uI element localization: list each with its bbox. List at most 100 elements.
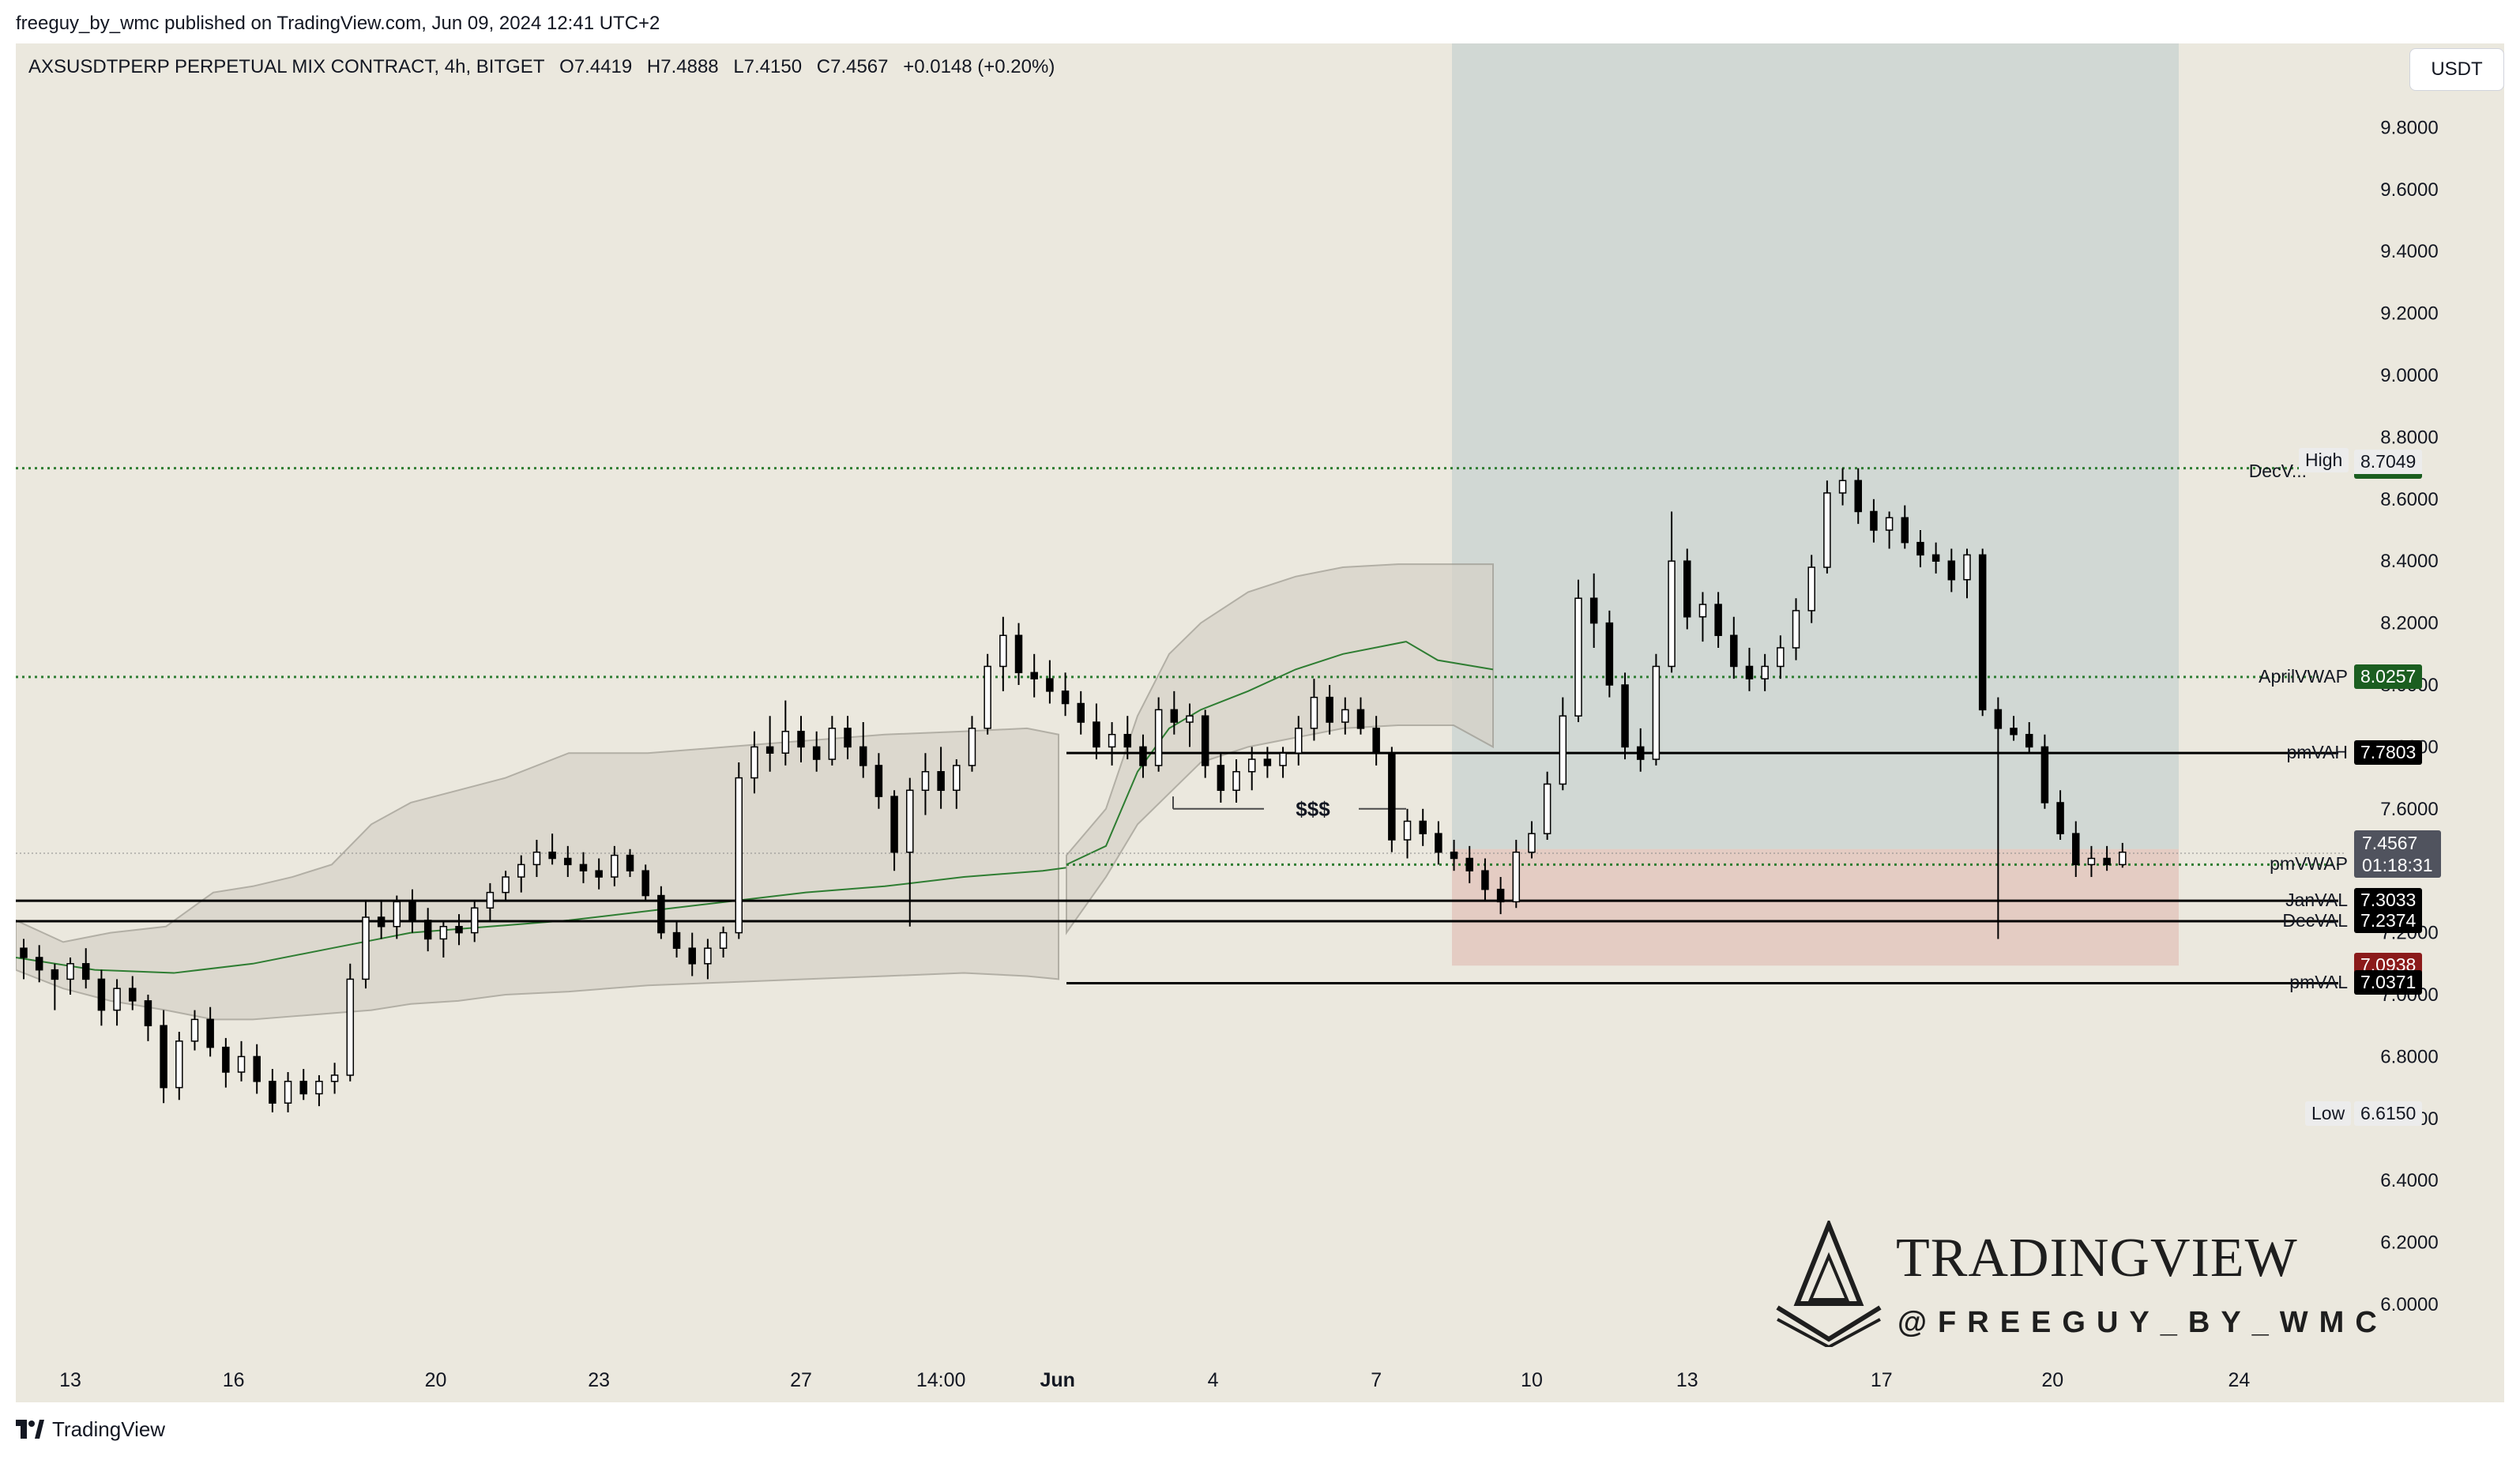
candle-body xyxy=(237,1055,246,1073)
candle-body xyxy=(284,1081,292,1104)
x-axis-label: 24 xyxy=(2228,1369,2250,1391)
candle-body xyxy=(1077,702,1085,723)
x-axis-label: 23 xyxy=(588,1369,610,1391)
y-axis-label: 8.4000 xyxy=(2380,551,2438,572)
candle-body xyxy=(672,931,681,949)
candle-body xyxy=(1807,566,1815,611)
candle-body xyxy=(206,1018,214,1048)
current-price-value: 7.4567 xyxy=(2362,832,2418,853)
candle-body xyxy=(2025,733,2033,748)
x-axis-label: 10 xyxy=(1521,1369,1543,1391)
candle-body xyxy=(1123,733,1132,748)
candle-body xyxy=(657,894,665,934)
candle-body xyxy=(688,947,696,965)
x-axis-label: 20 xyxy=(425,1369,447,1391)
candle-body xyxy=(2056,802,2064,834)
footer-logo[interactable]: TradingView xyxy=(16,1417,165,1442)
x-axis-label: Jun xyxy=(1040,1369,1074,1391)
candle-body xyxy=(2087,857,2096,866)
candle-body xyxy=(362,916,370,980)
y-axis-label: 9.0000 xyxy=(2380,365,2438,386)
x-axis-label: 13 xyxy=(1676,1369,1698,1391)
candle-body xyxy=(1994,709,2003,729)
target-zone xyxy=(1452,43,2179,849)
candle-body xyxy=(423,920,432,940)
y-axis-label: 8.8000 xyxy=(2380,427,2438,448)
candle-body xyxy=(1761,665,1769,679)
candle-body xyxy=(1916,541,1924,556)
candle-body xyxy=(269,1081,276,1104)
candle-body xyxy=(377,916,386,928)
x-axis-label: 17 xyxy=(1871,1369,1893,1391)
candle-body xyxy=(222,1046,230,1073)
pmvah-value-box: 7.7803 xyxy=(2354,740,2423,766)
y-axis-label: 9.2000 xyxy=(2380,303,2438,325)
decvah-label: DecV... xyxy=(2248,460,2307,481)
candle-body xyxy=(66,963,74,980)
y-axis-label: 9.4000 xyxy=(2380,241,2438,262)
candle-body xyxy=(190,1018,199,1042)
x-axis-label: 16 xyxy=(223,1369,245,1391)
candle-body xyxy=(299,1081,307,1095)
candle-body xyxy=(1247,758,1256,773)
candle-body xyxy=(1496,888,1505,903)
candle-body xyxy=(144,1000,152,1026)
candle-body xyxy=(113,988,121,1011)
watermark-subtitle: @FREEGUY_BY_WMC xyxy=(1898,1306,2388,1339)
candle-body xyxy=(1030,672,1038,679)
candle-body xyxy=(1450,851,1458,860)
candle-body xyxy=(1589,597,1598,624)
candle-body xyxy=(1823,492,1831,568)
candle-body xyxy=(548,851,556,860)
price-chart[interactable]: $$$6.00006.20006.40006.60006.80007.00007… xyxy=(16,43,2504,1402)
pmval-label: pmVAL xyxy=(2289,972,2348,993)
candle-body xyxy=(1403,820,1412,841)
candle-body xyxy=(1885,517,1894,531)
y-axis-label: 8.2000 xyxy=(2380,613,2438,634)
candle-body xyxy=(937,771,945,792)
candle-body xyxy=(1574,597,1582,717)
candle-body xyxy=(2040,746,2049,803)
low-label: Low xyxy=(2305,1101,2352,1126)
candle-body xyxy=(611,854,619,878)
candle-body xyxy=(968,728,976,766)
candle-body xyxy=(1279,752,1287,766)
candle-body xyxy=(797,731,805,748)
candle-body xyxy=(1139,746,1147,766)
candle-body xyxy=(1170,709,1179,723)
candle-body xyxy=(486,891,495,909)
candle-body xyxy=(1388,752,1396,841)
candle-body xyxy=(20,947,28,958)
pyramid-logo-icon xyxy=(1776,1221,1882,1347)
candle-body xyxy=(129,988,137,1002)
candle-body xyxy=(1714,604,1722,637)
candle-body xyxy=(470,907,479,934)
chart-panel[interactable]: $$$6.00006.20006.40006.60006.80007.00007… xyxy=(16,43,2504,1402)
x-axis-label: 14:00 xyxy=(916,1369,966,1391)
pmvah-label: pmVAH xyxy=(2286,742,2348,763)
candle-body xyxy=(253,1055,261,1082)
candle-body xyxy=(81,963,90,980)
candle-body xyxy=(781,731,790,754)
candle-body xyxy=(735,777,743,934)
candle-body xyxy=(859,746,867,766)
candle-body xyxy=(517,864,525,878)
candle-body xyxy=(1792,610,1800,649)
candle-body xyxy=(160,1025,167,1089)
candle-body xyxy=(1901,517,1909,544)
candle-body xyxy=(1201,715,1209,766)
candle-body xyxy=(1046,678,1054,692)
candle-body xyxy=(1341,709,1349,723)
candle-body xyxy=(1621,684,1629,748)
low-value: L7.4150 xyxy=(733,56,803,77)
current-vwap-line xyxy=(1066,641,1494,866)
candle-body xyxy=(828,728,837,760)
currency-button[interactable]: USDT xyxy=(2409,48,2504,91)
candle-body xyxy=(1947,560,1956,581)
candle-body xyxy=(408,901,416,921)
candle-body xyxy=(35,957,43,971)
decval-label: DecVAL xyxy=(2282,909,2348,931)
candle-body xyxy=(1605,622,1614,686)
y-axis-label: 6.0000 xyxy=(2380,1294,2438,1315)
janval-value-box: 7.3033 xyxy=(2354,888,2423,913)
